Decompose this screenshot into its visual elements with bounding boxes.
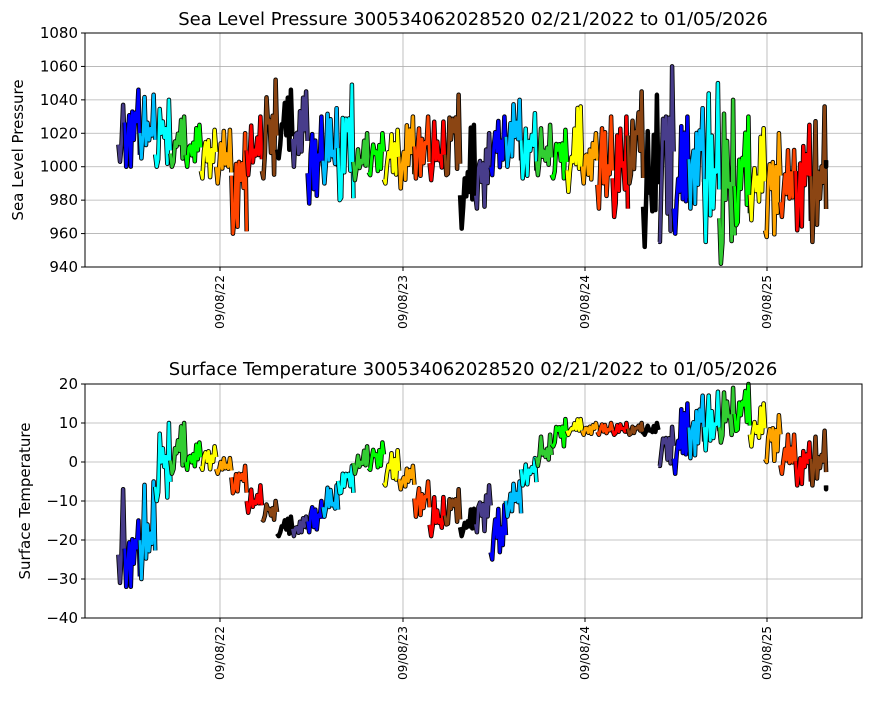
data-segment bbox=[567, 107, 582, 192]
y-tick-label: 940 bbox=[49, 258, 78, 276]
x-tick-label: 09/08/23 bbox=[396, 275, 410, 329]
data-segment bbox=[201, 446, 216, 469]
y-tick-label: 20 bbox=[59, 375, 78, 393]
data-segment bbox=[674, 117, 689, 234]
y-tick-label: 980 bbox=[49, 191, 78, 209]
y-tick-label: −20 bbox=[46, 531, 78, 549]
pressure-ylabel: Sea Level Pressure bbox=[9, 79, 27, 220]
data-segment bbox=[170, 117, 185, 167]
temperature-ylabel: Surface Temperature bbox=[16, 423, 34, 580]
x-tick-label: 09/08/23 bbox=[396, 626, 410, 680]
pressure-panel: Sea Level Pressure 300534062028520 02/21… bbox=[9, 9, 862, 329]
data-series bbox=[118, 66, 826, 263]
y-tick-label: 1020 bbox=[40, 124, 78, 142]
data-segment bbox=[216, 458, 231, 474]
data-series bbox=[118, 384, 826, 587]
x-tick-label: 09/08/24 bbox=[578, 275, 592, 329]
x-tick-label: 09/08/22 bbox=[213, 626, 227, 680]
data-segment bbox=[201, 130, 216, 179]
x-tick-label: 09/08/25 bbox=[760, 626, 774, 680]
y-tick-label: 1040 bbox=[40, 91, 78, 109]
data-segment bbox=[475, 485, 490, 532]
y-tick-label: 1080 bbox=[40, 24, 78, 42]
x-tick-label: 09/08/22 bbox=[213, 275, 227, 329]
y-tick-label: 960 bbox=[49, 225, 78, 243]
x-tick-label: 09/08/25 bbox=[760, 275, 774, 329]
data-segment bbox=[460, 509, 475, 536]
x-tick-label: 09/08/24 bbox=[578, 626, 592, 680]
y-tick-label: −10 bbox=[46, 492, 78, 510]
y-tick-label: −30 bbox=[46, 570, 78, 588]
y-tick-label: 1000 bbox=[40, 158, 78, 176]
data-segment bbox=[674, 404, 689, 474]
y-tick-label: −40 bbox=[46, 609, 78, 627]
y-tick-label: 1060 bbox=[40, 57, 78, 75]
pressure-title: Sea Level Pressure 300534062028520 02/21… bbox=[178, 9, 768, 30]
temperature-title: Surface Temperature 300534062028520 02/2… bbox=[169, 359, 778, 380]
data-segment bbox=[475, 133, 490, 208]
data-segment bbox=[460, 125, 475, 229]
data-segment bbox=[170, 423, 185, 474]
y-tick-label: 0 bbox=[68, 453, 78, 471]
y-tick-label: 10 bbox=[59, 414, 78, 432]
data-segment bbox=[369, 443, 384, 470]
data-segment bbox=[369, 133, 384, 175]
data-segment bbox=[582, 133, 597, 183]
temperature-panel: Surface Temperature 300534062028520 02/2… bbox=[16, 359, 862, 680]
